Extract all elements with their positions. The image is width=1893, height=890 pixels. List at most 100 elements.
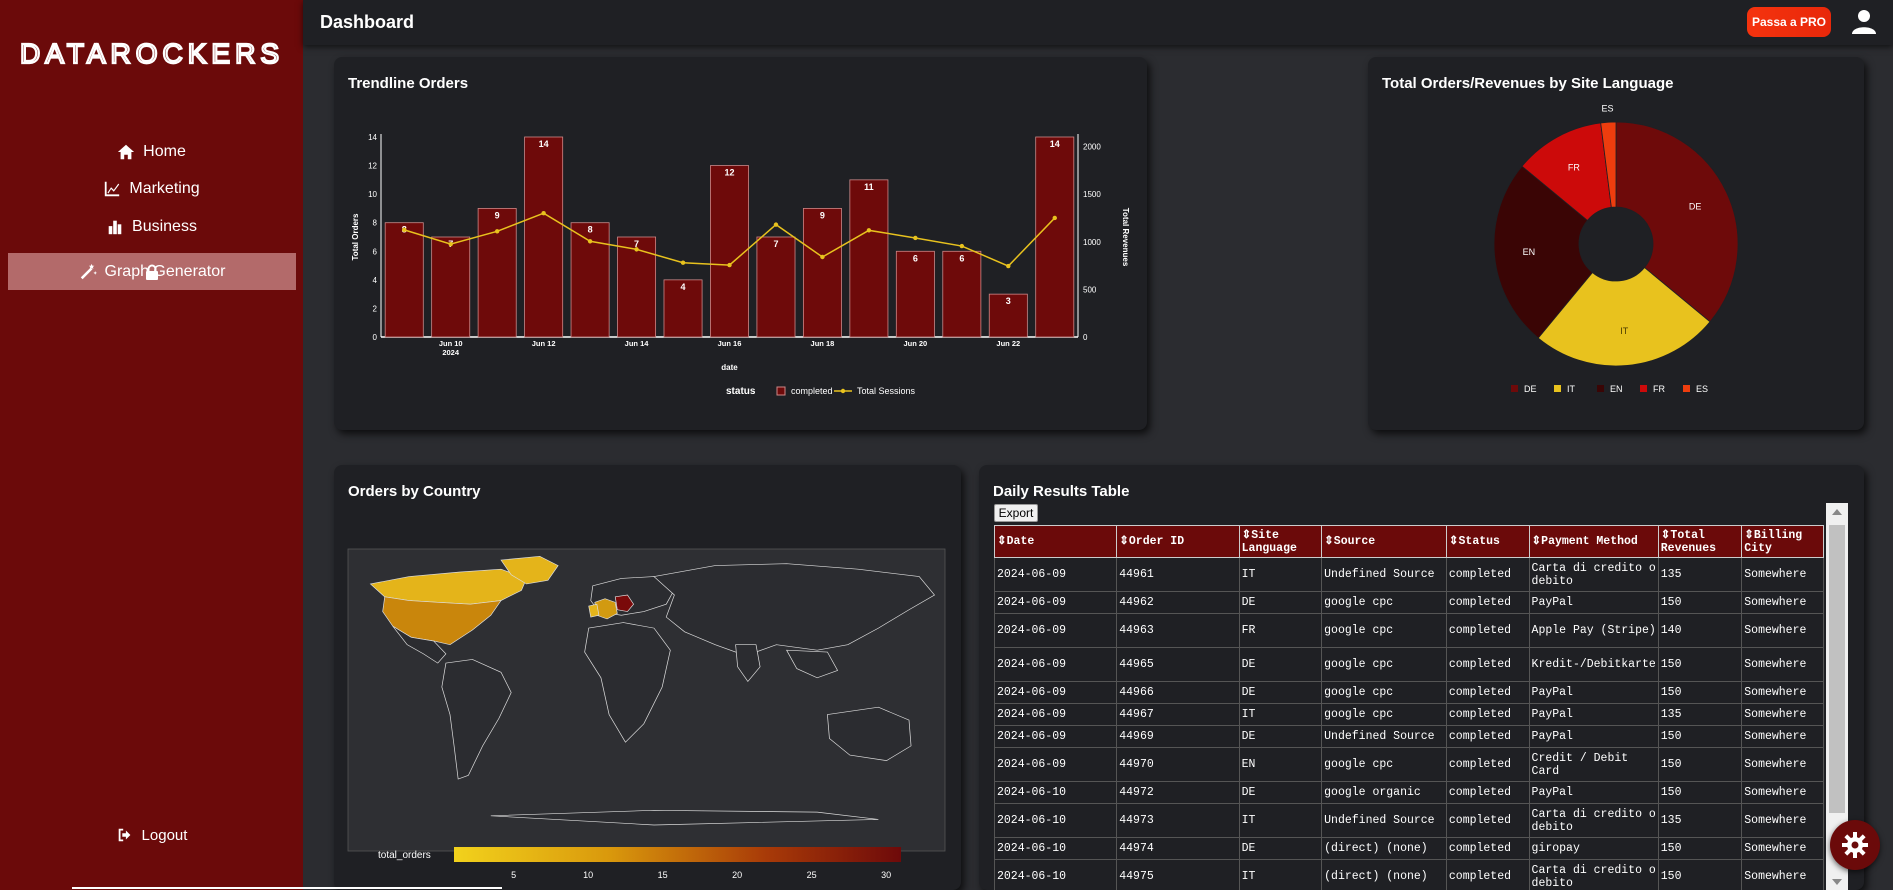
- column-header[interactable]: ⇕Date: [993, 525, 1118, 558]
- country-shape[interactable]: [584, 622, 671, 743]
- bar[interactable]: [617, 236, 657, 338]
- bar[interactable]: [524, 136, 564, 338]
- line-point[interactable]: [541, 210, 546, 216]
- settings-button[interactable]: [1830, 820, 1880, 870]
- y-tick-label: 8: [373, 219, 378, 228]
- column-header[interactable]: ⇕Total Revenues: [1657, 525, 1743, 558]
- bar[interactable]: [895, 250, 935, 338]
- country-shape[interactable]: [588, 603, 600, 618]
- line-point[interactable]: [773, 222, 779, 227]
- bar[interactable]: [710, 165, 749, 338]
- line-point[interactable]: [866, 228, 872, 233]
- bar-data-label: 6: [959, 253, 964, 263]
- line-point[interactable]: [448, 241, 453, 247]
- logout-button[interactable]: Logout: [0, 820, 303, 850]
- scroll-up-arrow-icon[interactable]: [1832, 509, 1842, 515]
- pie-legend-swatch[interactable]: [1597, 385, 1604, 392]
- pie-slice[interactable]: [1615, 121, 1739, 323]
- table-row[interactable]: 2024-06-09 44967 IT google cpc completed PayP…: [993, 703, 1824, 726]
- line-point[interactable]: [1006, 263, 1011, 269]
- table-row[interactable]: 2024-06-10 44975 IT (direct) (none) complete…: [993, 859, 1824, 890]
- table-row[interactable]: 2024-06-09 44966 DE google cpc completed PayP…: [993, 681, 1824, 704]
- bar[interactable]: [849, 179, 889, 338]
- table-cell: Carta di credito o debito: [1528, 859, 1659, 890]
- country-shape[interactable]: [392, 626, 447, 664]
- line-point[interactable]: [959, 243, 965, 249]
- bar[interactable]: [431, 236, 471, 338]
- table-row[interactable]: 2024-06-10 44972 DE google organic completed…: [993, 781, 1824, 804]
- sidebar-item-home[interactable]: Home: [0, 137, 303, 167]
- line-point[interactable]: [1052, 215, 1057, 221]
- pie-legend-swatch[interactable]: [1640, 385, 1647, 392]
- country-shape[interactable]: [614, 594, 635, 612]
- column-header[interactable]: ⇕Site Language: [1238, 525, 1323, 558]
- line-point[interactable]: [727, 262, 732, 268]
- table-scrollbar[interactable]: [1826, 503, 1848, 890]
- table-row[interactable]: 2024-06-10 44974 DE (direct) (none) complete…: [993, 837, 1824, 860]
- upgrade-pro-button[interactable]: Passa a PRO: [1747, 7, 1831, 37]
- line-point[interactable]: [634, 247, 639, 252]
- bar[interactable]: [1035, 136, 1075, 338]
- line-point[interactable]: [913, 235, 918, 241]
- pie-slice[interactable]: [1493, 165, 1593, 339]
- country-shape[interactable]: [500, 556, 559, 585]
- sidebar-item-label: Home: [143, 143, 186, 160]
- bar[interactable]: [756, 236, 796, 338]
- bar[interactable]: [988, 293, 1028, 338]
- table-cell: DE: [1238, 681, 1323, 704]
- table-cell: 44970: [1116, 747, 1240, 782]
- table-cell: 2024-06-09: [993, 681, 1118, 704]
- line-point[interactable]: [680, 260, 686, 265]
- scroll-down-arrow-icon[interactable]: [1832, 879, 1842, 885]
- sidebar-item-business[interactable]: Business: [0, 212, 303, 242]
- column-header[interactable]: ⇕Payment Method: [1528, 525, 1659, 558]
- pie-legend-swatch[interactable]: [1683, 385, 1690, 392]
- country-shape[interactable]: [490, 809, 879, 826]
- column-header[interactable]: ⇕Status: [1445, 525, 1530, 558]
- user-account-icon[interactable]: [1851, 8, 1877, 34]
- line-point[interactable]: [820, 254, 825, 260]
- orders-by-country-map[interactable]: total_orders 5 10 15 20 25 30: [334, 465, 961, 890]
- bar[interactable]: [663, 279, 703, 338]
- table-cell: Somewhere: [1741, 591, 1824, 614]
- line-point[interactable]: [587, 239, 593, 244]
- pie-legend-swatch[interactable]: [1554, 385, 1561, 392]
- table-cell: PayPal: [1528, 703, 1659, 726]
- column-header[interactable]: ⇕Source: [1321, 525, 1447, 558]
- site-language-pie-chart[interactable]: DE IT EN FR ES DE IT EN FR ES: [1368, 57, 1864, 430]
- column-header[interactable]: ⇕Billing City: [1741, 525, 1824, 558]
- bar[interactable]: [384, 222, 424, 338]
- table-cell: DE: [1238, 837, 1323, 860]
- table-row[interactable]: 2024-06-09 44965 DE google cpc completed Kred…: [993, 647, 1824, 682]
- table-row[interactable]: 2024-06-09 44969 DE Undefined Source complet…: [993, 725, 1824, 748]
- country-shape[interactable]: [653, 563, 936, 657]
- pie-slice[interactable]: [1537, 267, 1711, 367]
- table-row[interactable]: 2024-06-10 44973 IT Undefined Source complet…: [993, 803, 1824, 838]
- country-shape[interactable]: [827, 706, 912, 761]
- bar[interactable]: [477, 208, 517, 338]
- column-header[interactable]: ⇕Order ID: [1116, 525, 1240, 558]
- legend-swatch-completed[interactable]: [776, 386, 786, 396]
- pie-legend-swatch[interactable]: [1511, 385, 1518, 392]
- trendline-orders-chart[interactable]: 0246810121405001000150020008791487412791…: [334, 57, 1147, 430]
- country-shape[interactable]: [441, 659, 512, 780]
- table-row[interactable]: 2024-06-09 44961 IT Undefined Source complet…: [993, 557, 1824, 592]
- logout-label: Logout: [141, 826, 188, 844]
- table-row[interactable]: 2024-06-09 44962 DE google cpc completed PayP…: [993, 591, 1824, 614]
- table-cell: FR: [1238, 613, 1323, 648]
- line-point[interactable]: [402, 227, 407, 233]
- export-button[interactable]: Export: [994, 504, 1038, 522]
- line-point[interactable]: [494, 229, 500, 234]
- scroll-thumb[interactable]: [1829, 525, 1845, 813]
- y2-axis-label: Total Revenues: [1121, 208, 1130, 267]
- table-row[interactable]: 2024-06-09 44963 FR google cpc completed Appl…: [993, 613, 1824, 648]
- pie-slice[interactable]: [1600, 121, 1617, 208]
- country-shape[interactable]: [786, 649, 839, 679]
- table-row[interactable]: 2024-06-09 44970 EN google cpc completed Cred…: [993, 747, 1824, 782]
- sidebar-item-graph-generator[interactable]: Graph Generator: [8, 253, 296, 290]
- bar[interactable]: [802, 208, 842, 338]
- country-shape[interactable]: [735, 644, 761, 683]
- pie-legend-label: FR: [1653, 384, 1665, 394]
- bar[interactable]: [942, 250, 982, 338]
- sidebar-item-marketing[interactable]: Marketing: [0, 174, 303, 204]
